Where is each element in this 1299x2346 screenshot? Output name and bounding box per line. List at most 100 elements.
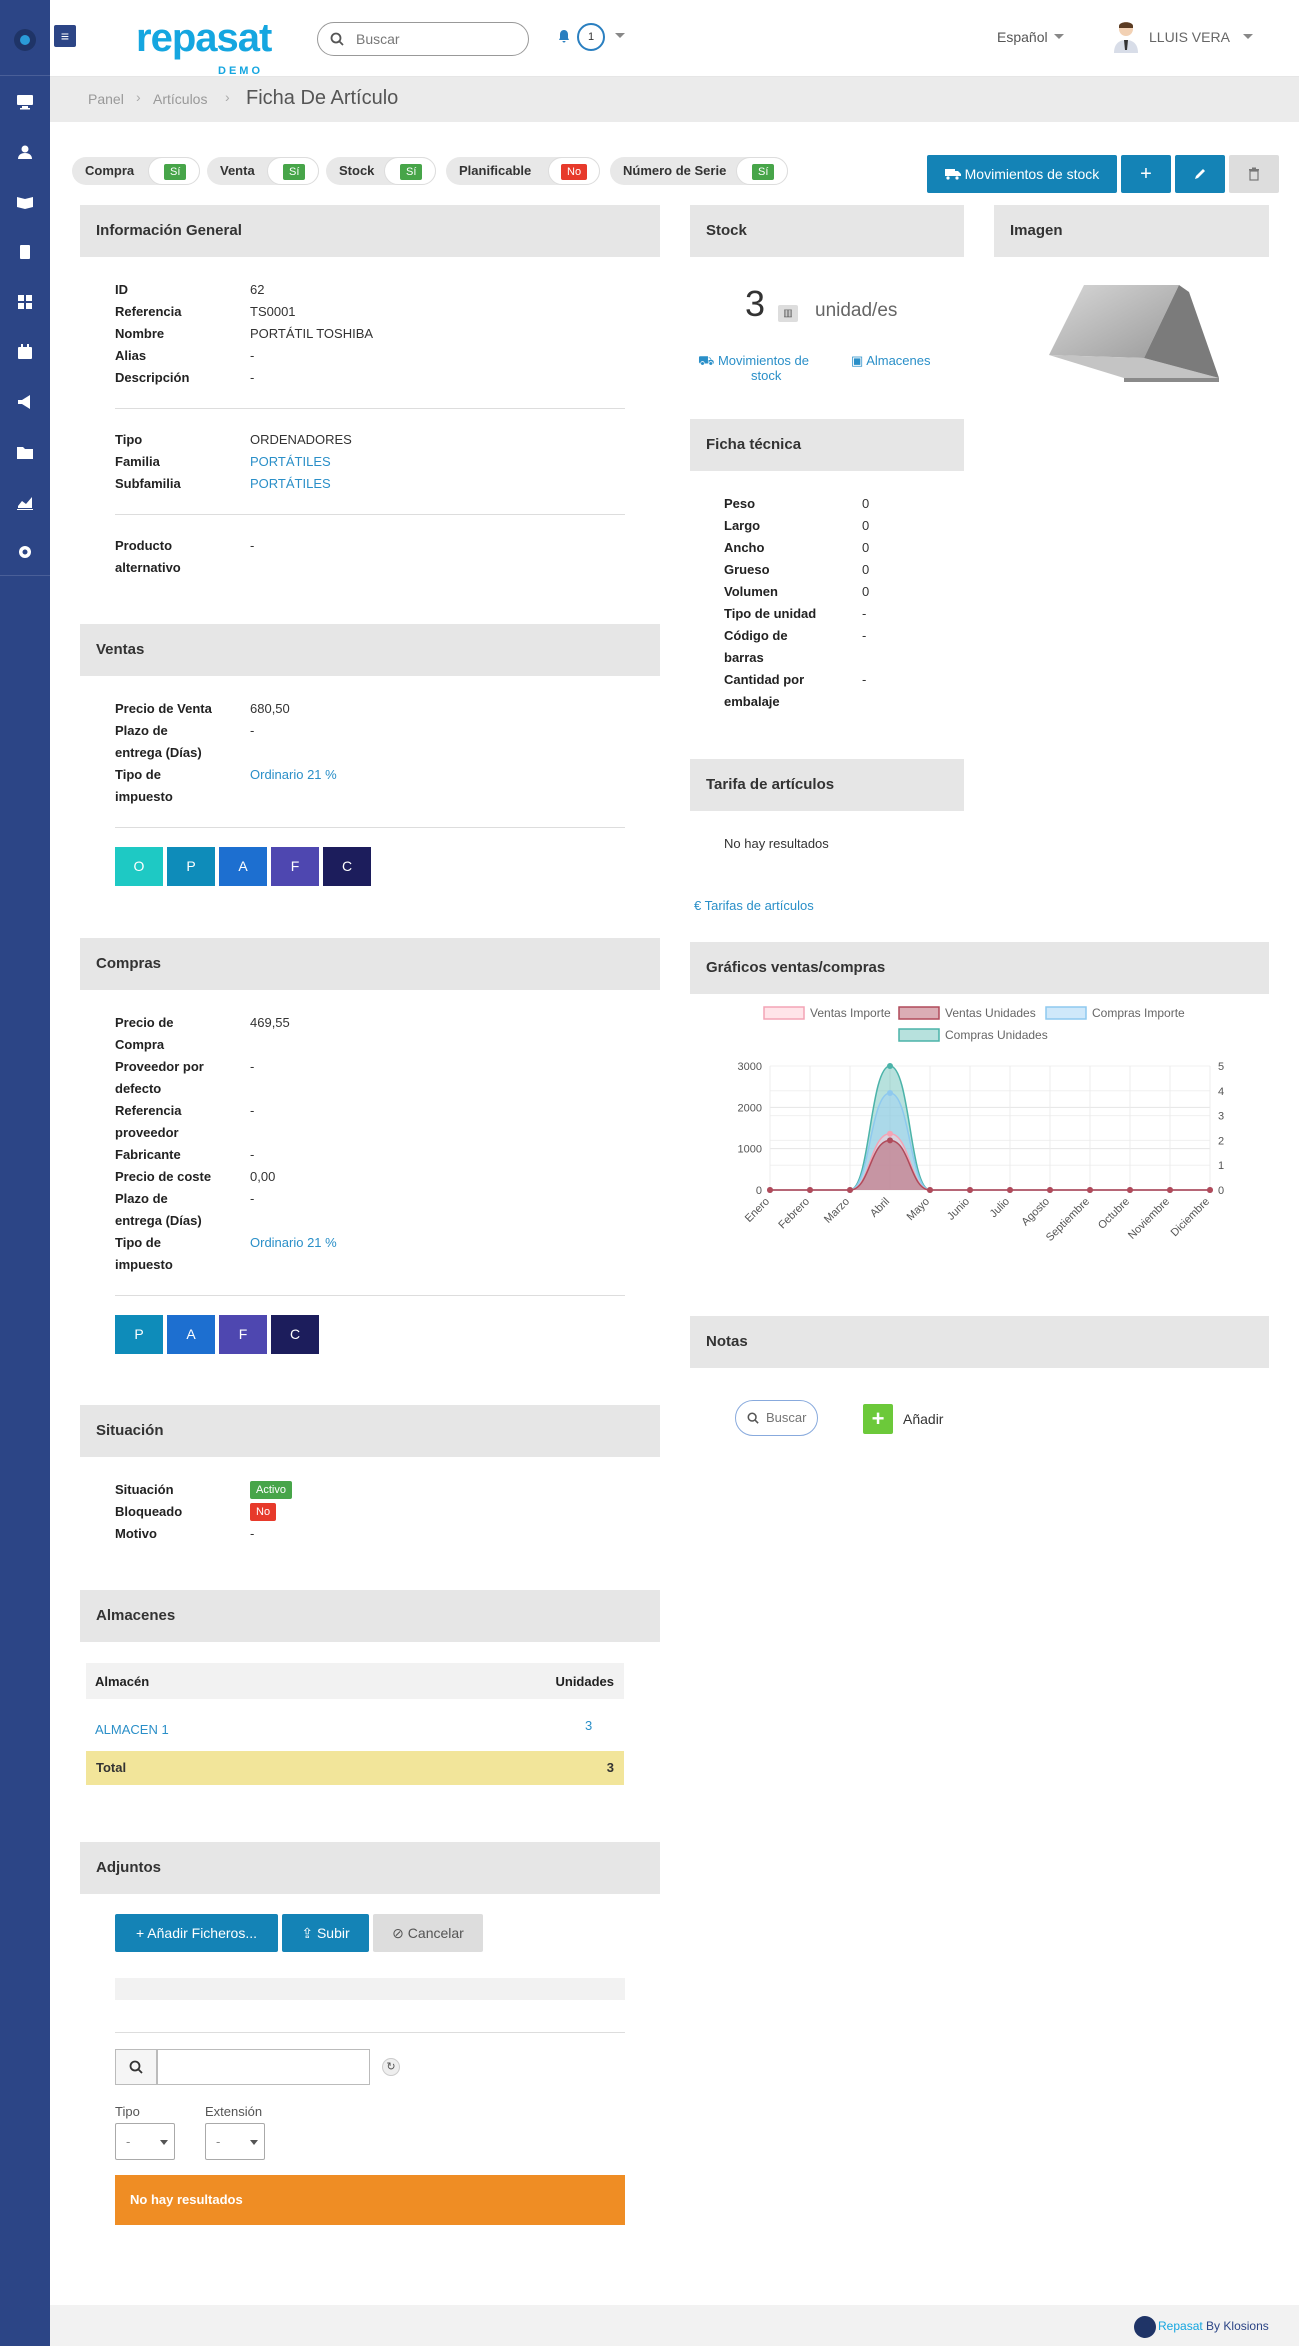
data-point[interactable] <box>887 1137 893 1144</box>
legend-swatch[interactable] <box>898 1006 940 1020</box>
legend-label[interactable]: Ventas Unidades <box>945 1006 1036 1020</box>
data-point[interactable] <box>1167 1187 1173 1193</box>
tax-link[interactable]: Ordinario 21 % <box>250 767 337 782</box>
data-point[interactable] <box>847 1187 853 1193</box>
warehouses-link[interactable]: ▣ Almacenes <box>851 353 931 368</box>
flag-compra[interactable]: Compra Sí <box>72 157 200 185</box>
breadcrumb-articulos[interactable]: Artículos <box>153 91 208 107</box>
language-selector[interactable]: Español <box>997 29 1048 45</box>
data-point[interactable] <box>1127 1187 1133 1193</box>
familia-link[interactable]: PORTÁTILES <box>250 454 331 469</box>
x-tick: Diciembre <box>1169 1196 1212 1239</box>
legend-swatch[interactable] <box>898 1028 940 1042</box>
notes-search-input[interactable] <box>766 1410 811 1425</box>
letter-button-a[interactable]: A <box>219 847 267 886</box>
edit-button[interactable] <box>1175 155 1225 193</box>
data-point[interactable] <box>887 1130 893 1137</box>
data-point[interactable] <box>1087 1187 1093 1193</box>
contacts-icon[interactable] <box>16 144 34 159</box>
data-point[interactable] <box>927 1187 933 1193</box>
book-icon[interactable] <box>16 194 34 209</box>
data-point[interactable] <box>1207 1187 1213 1193</box>
stock-movements-button[interactable]: Movimientos de stock <box>927 155 1117 193</box>
legend-swatch[interactable] <box>1045 1006 1087 1020</box>
flag-numero-serie[interactable]: Número de Serie Sí <box>610 157 788 185</box>
grid-icon[interactable] <box>16 294 34 309</box>
footer: Repasat By Klosions <box>50 2305 1299 2346</box>
add-note-label[interactable]: Añadir <box>903 1411 944 1427</box>
data-point[interactable] <box>1047 1187 1053 1193</box>
delete-button[interactable] <box>1229 155 1279 193</box>
add-files-button[interactable]: + Añadir Ficheros... <box>115 1914 278 1952</box>
panel-title: Situación <box>80 1405 660 1457</box>
letter-button-c[interactable]: C <box>323 847 371 886</box>
tax-link[interactable]: Ordinario 21 % <box>250 1235 337 1250</box>
barcode-icon[interactable]: ▥ <box>778 305 798 322</box>
data-point[interactable] <box>887 1063 893 1069</box>
notification-count[interactable]: 1 <box>577 23 605 51</box>
company-link[interactable]: Klosions <box>1223 2319 1269 2333</box>
legend-label[interactable]: Compras Unidades <box>945 1028 1048 1042</box>
cancel-button[interactable]: ⊘ Cancelar <box>373 1914 483 1952</box>
letter-button-a[interactable]: A <box>167 1315 215 1354</box>
add-note-icon[interactable]: + <box>863 1404 893 1434</box>
subfamilia-link[interactable]: PORTÁTILES <box>250 476 331 491</box>
desktop-icon[interactable] <box>16 94 34 110</box>
y-tick-right: 3 <box>1218 1111 1224 1123</box>
letter-button-o[interactable]: O <box>115 847 163 886</box>
bell-icon[interactable] <box>558 29 570 46</box>
letter-button-c[interactable]: C <box>271 1315 319 1354</box>
warehouse-link[interactable]: ALMACEN 1 <box>95 1722 169 1737</box>
data-point[interactable] <box>967 1187 973 1193</box>
chart-icon[interactable] <box>16 494 34 510</box>
data-point[interactable] <box>767 1187 773 1193</box>
menu-toggle-icon[interactable]: ≡ <box>54 25 76 47</box>
calendar-icon[interactable] <box>16 344 34 359</box>
notes-search[interactable] <box>735 1400 818 1436</box>
legend-label[interactable]: Compras Importe <box>1092 1006 1185 1020</box>
add-button[interactable]: + <box>1121 155 1171 193</box>
letter-button-p[interactable]: P <box>115 1315 163 1354</box>
avatar[interactable] <box>1113 19 1139 53</box>
files-search-input[interactable] <box>157 2049 370 2085</box>
chevron-down-icon[interactable] <box>615 33 625 38</box>
rates-panel: Tarifa de artículos No hay resultados € … <box>690 759 964 916</box>
gear-icon[interactable] <box>16 544 34 558</box>
letter-button-f[interactable]: F <box>219 1315 267 1354</box>
ventas-panel: Ventas Precio de Venta 680,50 Plazo de e… <box>80 624 660 911</box>
data-point[interactable] <box>1007 1187 1013 1193</box>
folder-icon[interactable] <box>16 444 34 459</box>
user-name[interactable]: LLUIS VERA <box>1149 29 1230 45</box>
data-point[interactable] <box>807 1187 813 1193</box>
global-search[interactable] <box>317 22 529 56</box>
upload-button[interactable]: ⇪ Subir <box>282 1914 369 1952</box>
megaphone-icon[interactable] <box>16 394 34 409</box>
legend-label[interactable]: Ventas Importe <box>810 1006 891 1020</box>
technical-sheet-panel: Ficha técnica Peso 0 Largo 0 Ancho 0 Gru… <box>690 419 964 733</box>
app-logo-icon[interactable] <box>14 29 36 51</box>
document-icon[interactable] <box>16 244 34 259</box>
data-point[interactable] <box>887 1089 893 1096</box>
type-select[interactable]: - <box>115 2123 175 2160</box>
legend-swatch[interactable] <box>763 1006 805 1020</box>
product-image[interactable] <box>1029 280 1224 390</box>
rates-link[interactable]: € Tarifas de artículos <box>694 898 814 913</box>
chevron-down-icon[interactable] <box>1243 34 1253 39</box>
panel-title: Almacenes <box>80 1590 660 1642</box>
flag-venta[interactable]: Venta Sí <box>207 157 319 185</box>
flag-planificable[interactable]: Planificable No <box>446 157 600 185</box>
warehouse-units[interactable]: 3 <box>585 1718 593 1733</box>
letter-button-f[interactable]: F <box>271 847 319 886</box>
breadcrumb-panel[interactable]: Panel <box>88 91 124 107</box>
search-input[interactable] <box>356 30 516 48</box>
page-title: Ficha De Artículo <box>246 87 399 109</box>
refresh-icon[interactable]: ↻ <box>382 2058 400 2076</box>
panel-title: Imagen <box>994 205 1269 257</box>
flag-stock[interactable]: Stock Sí <box>326 157 436 185</box>
chevron-down-icon[interactable] <box>1054 34 1064 39</box>
files-search-button[interactable] <box>115 2049 157 2085</box>
brand-logo[interactable]: repasat DEMO <box>136 16 272 77</box>
letter-button-p[interactable]: P <box>167 847 215 886</box>
stock-movements-link[interactable]: ⛟ Movimientos de stock <box>698 353 810 383</box>
extension-select[interactable]: - <box>205 2123 265 2160</box>
